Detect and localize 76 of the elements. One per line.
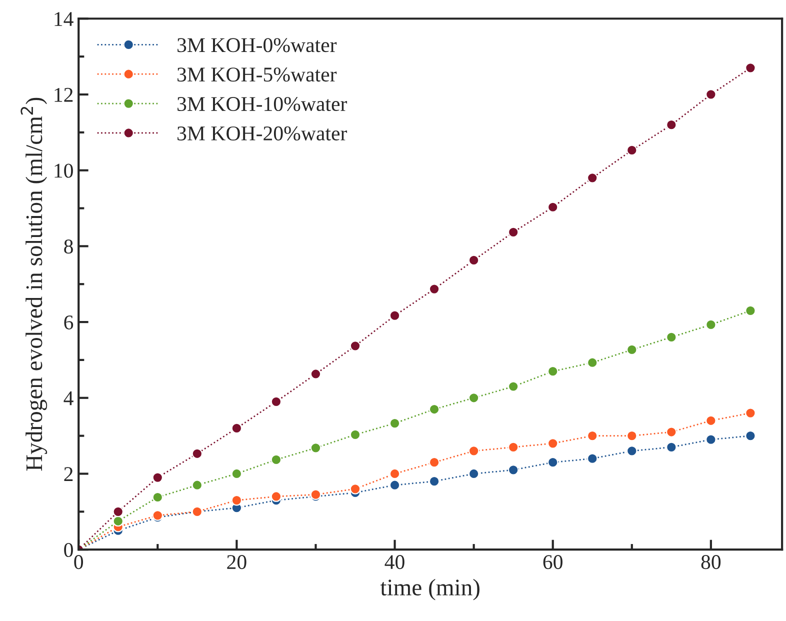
point xyxy=(666,332,677,343)
point xyxy=(586,430,598,442)
point xyxy=(152,472,164,483)
point xyxy=(152,492,164,503)
point xyxy=(389,468,400,480)
legend-label: 3M KOH-10%water xyxy=(178,96,348,112)
point xyxy=(231,422,242,434)
point xyxy=(547,366,558,377)
y-tick-label: 14 xyxy=(54,12,74,26)
point xyxy=(468,254,480,266)
point xyxy=(626,144,638,156)
point xyxy=(745,62,756,74)
y-tick-label: 4 xyxy=(64,391,74,406)
point xyxy=(270,491,282,502)
point xyxy=(586,172,598,184)
point xyxy=(547,438,558,449)
point xyxy=(586,357,598,368)
x-tick-label: 20 xyxy=(227,555,246,570)
point xyxy=(468,392,480,404)
point xyxy=(389,418,400,429)
point xyxy=(626,446,638,456)
point xyxy=(547,456,558,468)
point xyxy=(745,408,756,418)
point xyxy=(626,430,638,442)
y-tick-label: 0 xyxy=(64,542,73,558)
y-tick-label: 8 xyxy=(64,240,73,254)
point xyxy=(508,442,519,453)
y-axis-title: Hydrogen evolved in solution (ml/cm$^{2}$) xyxy=(20,98,48,471)
point xyxy=(706,89,716,100)
point xyxy=(350,483,361,494)
point xyxy=(666,426,677,438)
legend-label: 3M KOH-20%water xyxy=(178,126,348,141)
point xyxy=(745,430,756,442)
point xyxy=(350,340,361,352)
point xyxy=(192,480,203,491)
point xyxy=(666,442,677,453)
point xyxy=(389,480,400,491)
point xyxy=(270,396,282,408)
point xyxy=(468,446,480,456)
x-tick-label: 80 xyxy=(701,555,721,570)
point xyxy=(547,202,558,213)
x-tick-label: 40 xyxy=(384,555,404,570)
point xyxy=(468,468,480,480)
x-tick-label: 0 xyxy=(74,555,84,570)
point xyxy=(745,305,756,316)
point xyxy=(428,456,440,468)
point xyxy=(389,310,400,321)
x-tick-label: 60 xyxy=(543,555,562,570)
point xyxy=(350,429,361,440)
point xyxy=(586,453,598,464)
point xyxy=(508,381,519,392)
y-tick-label: 6 xyxy=(64,315,74,330)
point xyxy=(310,442,322,454)
point xyxy=(706,319,716,330)
y-tick-label: 10 xyxy=(54,164,73,178)
point xyxy=(310,368,322,380)
point xyxy=(192,448,203,460)
point xyxy=(706,415,716,426)
point xyxy=(231,494,242,506)
point xyxy=(112,516,124,527)
y-tick-label: 12 xyxy=(54,88,73,102)
y-tick-label: 2 xyxy=(64,467,73,481)
point xyxy=(666,119,677,130)
point xyxy=(112,506,124,518)
point xyxy=(270,454,282,466)
point xyxy=(706,434,716,446)
x-axis-title: time (min) xyxy=(380,578,480,600)
point xyxy=(428,284,440,294)
point xyxy=(508,464,519,476)
point xyxy=(428,404,440,415)
point xyxy=(231,468,242,480)
legend-label: 3M KOH-5%water xyxy=(178,68,337,82)
point xyxy=(508,226,519,238)
legend-label: 3M KOH-0%water xyxy=(178,38,337,52)
point xyxy=(428,476,440,487)
point xyxy=(626,344,638,356)
